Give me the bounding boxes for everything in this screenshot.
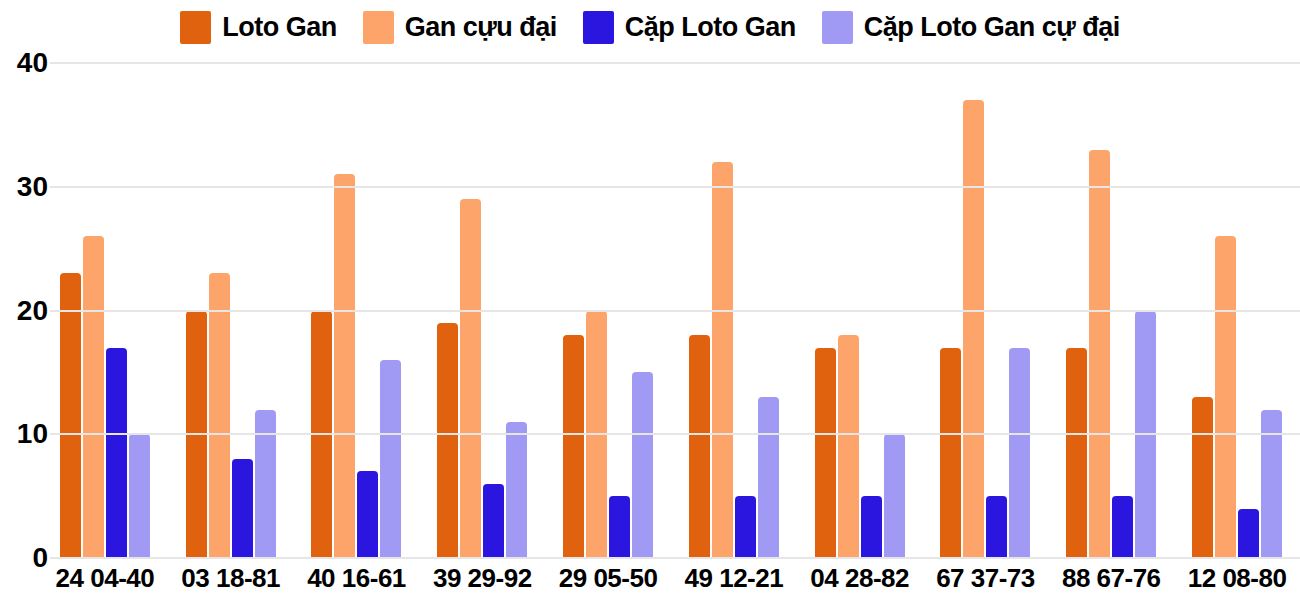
x-axis-label: 49 12-21 (685, 563, 784, 594)
legend-swatch-icon (822, 11, 853, 44)
bar-gan-cựu-đại-24-04-40[interactable] (83, 236, 104, 558)
y-axis-tick-30: 30 (8, 171, 48, 203)
gridline-y-0 (50, 557, 1300, 559)
bar-cặp-loto-gan-88-67-76[interactable] (1112, 496, 1133, 558)
bar-cặp-loto-gan-12-08-80[interactable] (1238, 509, 1259, 559)
bar-cặp-loto-gan-39-29-92[interactable] (483, 484, 504, 558)
bar-gan-cựu-đại-67-37-73[interactable] (963, 100, 984, 558)
x-axis-label: 12 08-80 (1188, 563, 1287, 594)
gridline-y-40 (50, 62, 1300, 64)
bar-cặp-loto-gan-cự-đại-29-05-50[interactable] (632, 372, 653, 558)
x-axis-label: 04 28-82 (810, 563, 909, 594)
bar-gan-cựu-đại-49-12-21[interactable] (712, 162, 733, 558)
x-axis-label: 67 37-73 (936, 563, 1035, 594)
legend-item-3: Cặp Loto Gan cự đại (822, 11, 1120, 44)
y-axis-tick-0: 0 (8, 542, 48, 574)
x-axis-label: 39 29-92 (433, 563, 532, 594)
x-axis-label: 03 18-81 (181, 563, 280, 594)
bar-cặp-loto-gan-cự-đại-39-29-92[interactable] (506, 422, 527, 558)
x-axis-label: 24 04-40 (56, 563, 155, 594)
gridline-y-10 (50, 433, 1300, 435)
gan-statistics-bar-chart: Loto Gan Gan cựu đại Cặp Loto Gan Cặp Loto … (0, 0, 1300, 600)
bar-loto-gan-67-37-73[interactable] (940, 348, 961, 558)
bar-gan-cựu-đại-04-28-82[interactable] (838, 335, 859, 558)
legend-label: Cặp Loto Gan (625, 12, 796, 43)
bar-cặp-loto-gan-49-12-21[interactable] (735, 496, 756, 558)
legend-label: Loto Gan (222, 12, 336, 43)
bar-cặp-loto-gan-67-37-73[interactable] (986, 496, 1007, 558)
bar-gan-cựu-đại-39-29-92[interactable] (460, 199, 481, 558)
x-axis-label: 29 05-50 (559, 563, 658, 594)
bar-loto-gan-49-12-21[interactable] (689, 335, 710, 558)
bar-gan-cựu-đại-40-16-61[interactable] (334, 174, 355, 558)
legend-swatch-icon (363, 11, 394, 44)
plot-area: 24 04-4003 18-8140 16-6139 29-9229 05-50… (42, 63, 1300, 558)
y-axis-tick-40: 40 (8, 47, 48, 79)
legend-item-2: Cặp Loto Gan (583, 11, 796, 44)
legend-label: Gan cựu đại (405, 12, 557, 43)
x-axis-label: 88 67-76 (1062, 563, 1161, 594)
y-axis-tick-20: 20 (8, 295, 48, 327)
legend-swatch-icon (180, 11, 211, 44)
y-axis-tick-10: 10 (8, 418, 48, 450)
bar-gan-cựu-đại-88-67-76[interactable] (1089, 150, 1110, 558)
x-axis-label: 40 16-61 (307, 563, 406, 594)
legend-item-1: Gan cựu đại (363, 11, 557, 44)
bar-cặp-loto-gan-cự-đại-04-28-82[interactable] (884, 434, 905, 558)
bar-cặp-loto-gan-cự-đại-24-04-40[interactable] (129, 434, 150, 558)
bar-cặp-loto-gan-cự-đại-40-16-61[interactable] (380, 360, 401, 558)
legend-item-0: Loto Gan (180, 11, 336, 44)
bar-loto-gan-12-08-80[interactable] (1192, 397, 1213, 558)
bar-loto-gan-88-67-76[interactable] (1066, 348, 1087, 558)
bar-loto-gan-04-28-82[interactable] (815, 348, 836, 558)
gridline-y-20 (50, 310, 1300, 312)
bar-loto-gan-39-29-92[interactable] (437, 323, 458, 558)
bar-cặp-loto-gan-03-18-81[interactable] (232, 459, 253, 558)
bar-gan-cựu-đại-12-08-80[interactable] (1215, 236, 1236, 558)
legend-swatch-icon (583, 11, 614, 44)
bar-gan-cựu-đại-03-18-81[interactable] (209, 273, 230, 558)
bar-cặp-loto-gan-29-05-50[interactable] (609, 496, 630, 558)
bar-cặp-loto-gan-cự-đại-67-37-73[interactable] (1009, 348, 1030, 558)
bar-loto-gan-24-04-40[interactable] (60, 273, 81, 558)
bar-cặp-loto-gan-40-16-61[interactable] (357, 471, 378, 558)
bar-cặp-loto-gan-24-04-40[interactable] (106, 348, 127, 558)
legend-label: Cặp Loto Gan cự đại (864, 12, 1120, 43)
chart-legend: Loto Gan Gan cựu đại Cặp Loto Gan Cặp Loto … (0, 11, 1300, 44)
gridline-y-30 (50, 186, 1300, 188)
bar-cặp-loto-gan-cự-đại-49-12-21[interactable] (758, 397, 779, 558)
bar-cặp-loto-gan-cự-đại-03-18-81[interactable] (255, 410, 276, 559)
bar-cặp-loto-gan-04-28-82[interactable] (861, 496, 882, 558)
bar-cặp-loto-gan-cự-đại-12-08-80[interactable] (1261, 410, 1282, 559)
bar-loto-gan-29-05-50[interactable] (563, 335, 584, 558)
